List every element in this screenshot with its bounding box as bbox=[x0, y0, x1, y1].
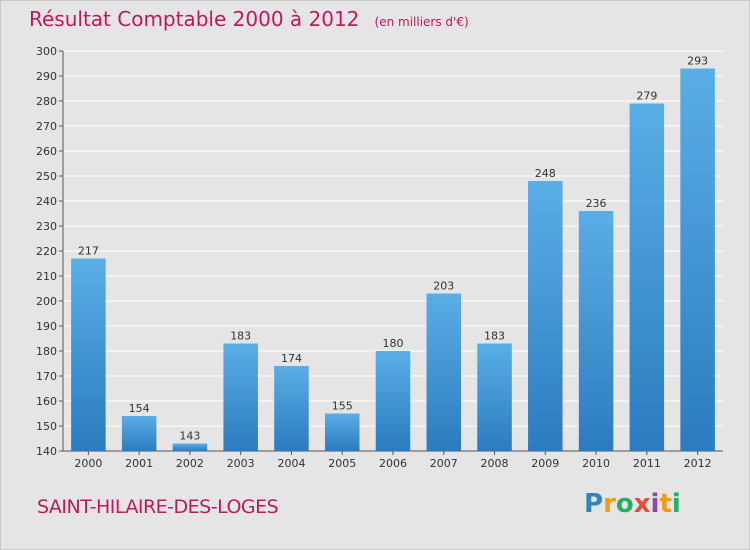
logo-letter: t bbox=[659, 489, 672, 519]
y-tick-label: 260 bbox=[36, 145, 57, 158]
bar bbox=[172, 443, 208, 451]
x-tick-label: 2010 bbox=[582, 457, 610, 470]
x-tick-label: 2001 bbox=[125, 457, 153, 470]
y-tick-label: 200 bbox=[36, 295, 57, 308]
data-label: 203 bbox=[433, 280, 454, 293]
data-label: 279 bbox=[636, 90, 657, 103]
proxiti-logo: Proxiti bbox=[584, 489, 681, 519]
x-tick-label: 2005 bbox=[328, 457, 356, 470]
labels: 217 154 143 183 174 155 180 203 183 248 236 279 293 bbox=[78, 55, 708, 443]
data-label: 217 bbox=[78, 245, 99, 258]
x-tick-label: 2002 bbox=[176, 457, 204, 470]
bar bbox=[477, 343, 512, 451]
bar bbox=[375, 351, 411, 451]
y-tick-label: 190 bbox=[36, 320, 57, 333]
y-tick-label: 180 bbox=[36, 345, 57, 358]
x-tick-label: 2011 bbox=[633, 457, 661, 470]
logo-letter: r bbox=[603, 489, 616, 519]
y-tick-label: 220 bbox=[36, 245, 57, 258]
data-label: 293 bbox=[687, 55, 708, 68]
chart-subtitle: (en milliers d'€) bbox=[374, 15, 469, 29]
logo-letter: x bbox=[633, 489, 651, 519]
y-tick-label: 240 bbox=[36, 195, 57, 208]
x-tick-label: 2006 bbox=[379, 457, 407, 470]
data-label: 174 bbox=[281, 352, 302, 365]
title-line: Résultat Comptable 2000 à 2012 (en milli… bbox=[29, 7, 469, 31]
y-tick-label: 280 bbox=[36, 95, 57, 108]
data-label: 143 bbox=[179, 430, 200, 443]
data-label: 183 bbox=[484, 330, 505, 343]
bar bbox=[578, 211, 614, 451]
bar bbox=[680, 68, 715, 451]
bar bbox=[274, 366, 309, 451]
y-tick-label: 300 bbox=[36, 45, 57, 58]
logo-letter: i bbox=[671, 489, 681, 519]
data-label: 154 bbox=[129, 402, 150, 415]
y-tick-label: 290 bbox=[36, 70, 57, 83]
x-tick-label: 2012 bbox=[684, 457, 712, 470]
data-label: 155 bbox=[332, 400, 353, 413]
y-tick-label: 140 bbox=[36, 445, 57, 458]
x-tick-label: 2000 bbox=[74, 457, 102, 470]
bar bbox=[223, 343, 258, 451]
y-tick-label: 250 bbox=[36, 170, 57, 183]
bars bbox=[71, 68, 715, 451]
y-tick-label: 230 bbox=[36, 220, 57, 233]
y-tick-label: 270 bbox=[36, 120, 57, 133]
bar bbox=[71, 258, 106, 451]
logo-letter: i bbox=[650, 489, 660, 519]
x-tick-label: 2003 bbox=[227, 457, 255, 470]
logo-letter: P bbox=[584, 489, 604, 519]
y-tick-label: 170 bbox=[36, 370, 57, 383]
data-label: 248 bbox=[535, 167, 556, 180]
x-tick-label: 2007 bbox=[430, 457, 458, 470]
bar bbox=[324, 413, 360, 451]
logo-letter: o bbox=[615, 489, 634, 519]
bar bbox=[528, 181, 563, 451]
y-tick-label: 160 bbox=[36, 395, 57, 408]
data-label: 180 bbox=[383, 337, 404, 350]
x-tick-label: 2004 bbox=[277, 457, 305, 470]
x-tick-label: 2008 bbox=[481, 457, 509, 470]
y-tick-label: 150 bbox=[36, 420, 57, 433]
chart-title: Résultat Comptable 2000 à 2012 bbox=[29, 7, 360, 31]
commune-name: SAINT-HILAIRE-DES-LOGES bbox=[37, 496, 279, 518]
bar bbox=[121, 416, 157, 451]
bar bbox=[426, 293, 462, 451]
x-tick-label: 2009 bbox=[531, 457, 559, 470]
y-tick-label: 210 bbox=[36, 270, 57, 283]
bar bbox=[629, 103, 665, 451]
data-label: 183 bbox=[230, 330, 251, 343]
data-label: 236 bbox=[586, 197, 607, 210]
